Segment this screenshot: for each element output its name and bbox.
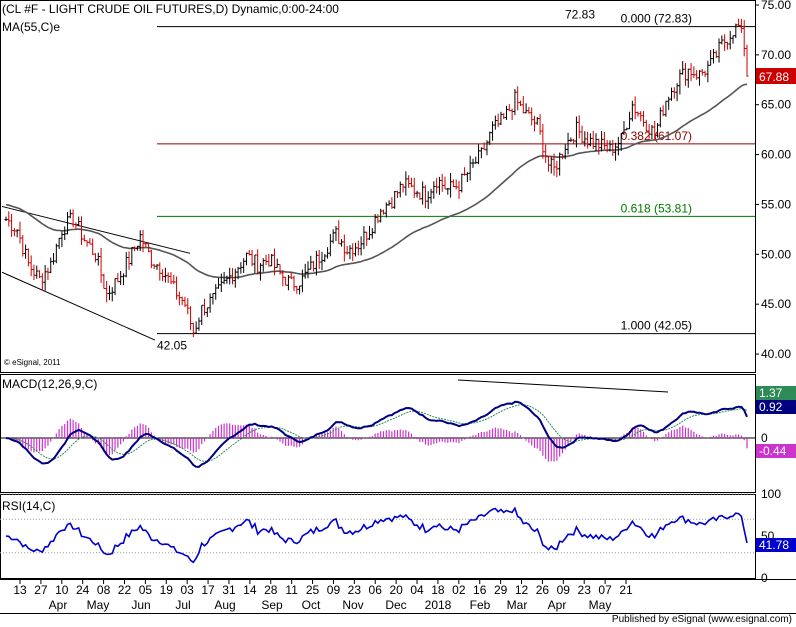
fib-label-0: 0.000 (72.83) [621, 12, 692, 26]
month-label: Aug [214, 598, 235, 612]
rsi-value-box [756, 538, 796, 552]
month-label: Sep [261, 598, 283, 612]
last-price-label: 67.88 [759, 70, 789, 84]
x-tick-label: 13 [13, 583, 27, 597]
macd-hist-box [756, 444, 796, 458]
x-tick-label: 27 [34, 583, 48, 597]
x-tick-label: 25 [306, 583, 320, 597]
macd-label: MACD(12,26,9,C) [2, 377, 97, 391]
copyright-label: © eSignal, 2011 [4, 358, 61, 367]
rsi-y-tick-label: 0 [761, 571, 768, 585]
macd-panel-frame [0, 374, 756, 493]
macd-signal-line [6, 404, 748, 462]
ma-label: MA(55,C)e [2, 20, 61, 34]
x-tick-label: 03 [180, 583, 194, 597]
x-tick-label: 08 [97, 583, 111, 597]
x-tick-label: 10 [55, 583, 69, 597]
price-y-tick-label: 60.00 [761, 148, 791, 162]
footer-credit: Published by eSignal (www.esignal.com) [611, 614, 792, 625]
x-tick-label: 29 [494, 583, 508, 597]
month-label: Apr [49, 598, 68, 612]
month-label: Jul [175, 598, 190, 612]
price-y-tick-label: 55.00 [761, 197, 791, 211]
price-panel-frame [0, 0, 756, 373]
high-annotation: 72.83 [565, 8, 595, 22]
x-tick-label: 14 [243, 583, 257, 597]
price-y-tick-label: 45.00 [761, 297, 791, 311]
fib-label-1: 0.382 (61.07) [621, 129, 692, 143]
low-annotation: 42.05 [157, 339, 187, 353]
x-tick-label: 09 [557, 583, 571, 597]
month-label: Feb [470, 598, 491, 612]
upper-wedge-line [1, 205, 191, 254]
x-tick-label: 06 [369, 583, 383, 597]
macd-signal-value: 1.37 [759, 386, 783, 400]
x-tick-label: 23 [578, 583, 592, 597]
macd-line [5, 400, 748, 468]
rsi-label: RSI(14,C) [2, 499, 55, 513]
price-y-tick-label: 65.00 [761, 98, 791, 112]
x-tick-label: 31 [222, 583, 236, 597]
lower-wedge-line [1, 271, 156, 341]
x-tick-label: 12 [515, 583, 529, 597]
x-tick-label: 22 [118, 583, 132, 597]
x-tick-label: 19 [160, 583, 174, 597]
month-label: May [589, 598, 612, 612]
x-tick-label: 26 [536, 583, 550, 597]
x-tick-label: 17 [201, 583, 215, 597]
x-tick-label: 02 [452, 583, 466, 597]
price-y-tick-label: 70.00 [761, 48, 791, 62]
x-tick-label: 09 [327, 583, 341, 597]
last-price-box [756, 67, 796, 84]
x-tick-label: 07 [598, 583, 612, 597]
month-label: 2018 [425, 598, 452, 612]
x-tick-label: 24 [76, 583, 90, 597]
rsi-y-tick-label: 100 [761, 487, 781, 501]
rsi-line [5, 506, 748, 564]
macd-line-value: 0.92 [759, 400, 783, 414]
macd-line-box [756, 400, 796, 414]
x-tick-label: 28 [264, 583, 278, 597]
fib-label-3: 1.000 (42.05) [621, 319, 692, 333]
rsi-value: 41.78 [759, 538, 789, 552]
month-label: Mar [507, 598, 528, 612]
price-y-tick-label: 40.00 [761, 347, 791, 361]
x-tick-label: 05 [139, 583, 153, 597]
x-tick-label: 18 [431, 583, 445, 597]
macd-trendline [457, 379, 669, 393]
price-y-tick-label: 75.00 [761, 0, 791, 12]
month-label: Oct [302, 598, 321, 612]
month-label: Dec [385, 598, 406, 612]
fib-label-2: 0.618 (53.81) [621, 201, 692, 215]
x-tick-label: 11 [285, 583, 298, 597]
month-label: Jun [131, 598, 150, 612]
x-tick-label: 21 [619, 583, 633, 597]
month-label: May [87, 598, 110, 612]
x-tick-label: 23 [348, 583, 362, 597]
rsi-panel-frame [0, 494, 756, 579]
month-label: Apr [548, 598, 567, 612]
x-tick-label: 16 [473, 583, 487, 597]
macd-zero-label: 0 [761, 431, 768, 445]
price-y-tick-label: 50.00 [761, 247, 791, 261]
chart-title: (CL #F - LIGHT CRUDE OIL FUTURES,D) Dyna… [2, 2, 339, 16]
moving-average-line [5, 83, 748, 279]
macd-signal-box [756, 386, 796, 400]
x-tick-label: 20 [389, 583, 403, 597]
month-label: Nov [342, 598, 363, 612]
macd-hist-value: -0.44 [759, 444, 787, 458]
x-tick-label: 04 [410, 583, 424, 597]
